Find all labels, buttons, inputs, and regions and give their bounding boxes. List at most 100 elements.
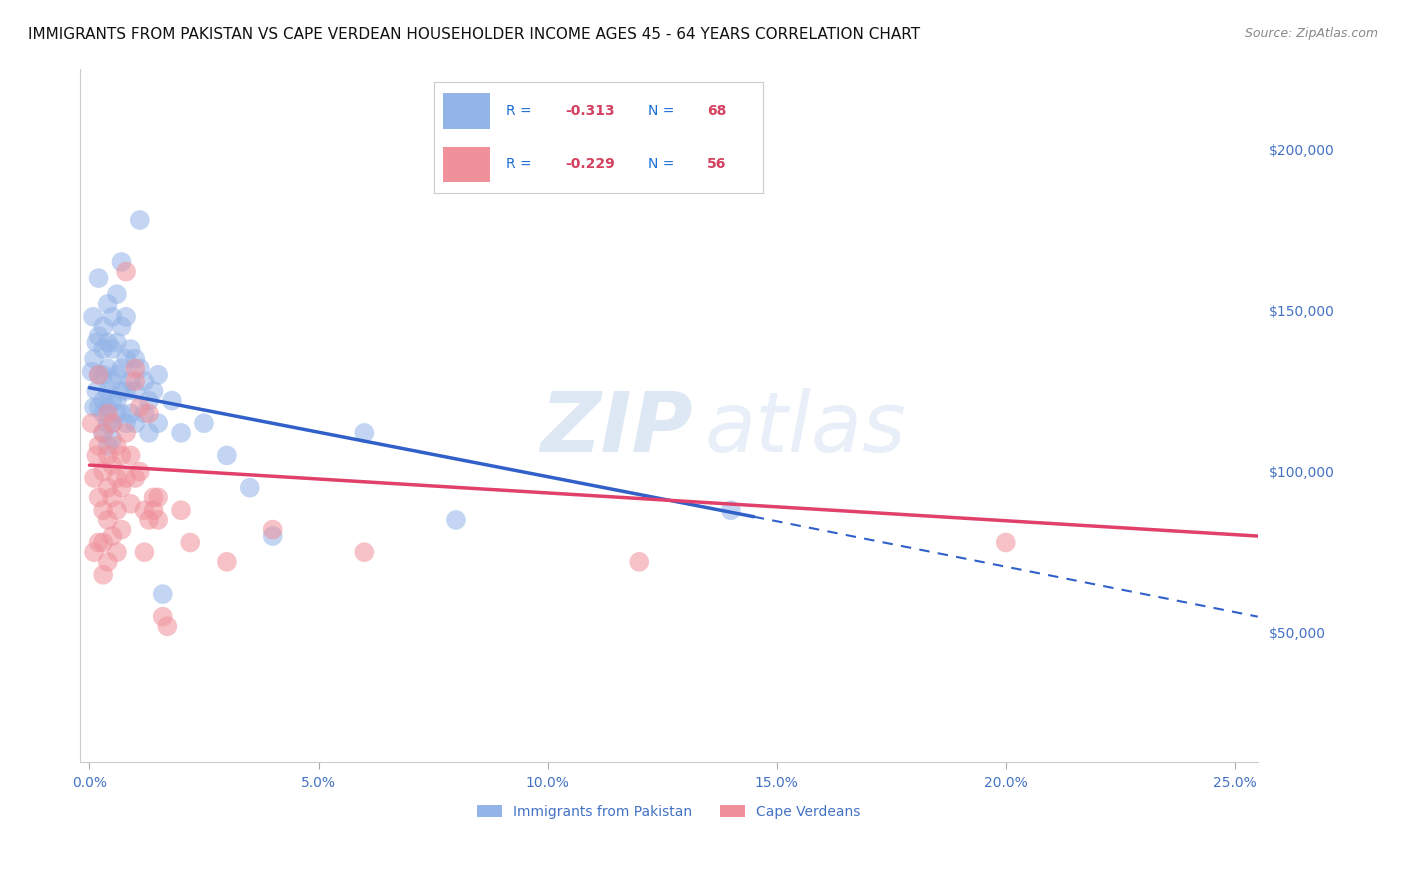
Point [87, 535, 110, 549]
Point [87, 400, 110, 414]
Point [105, 439, 128, 453]
Point [444, 513, 467, 527]
Point [146, 368, 169, 382]
Point [105, 368, 128, 382]
Point [142, 384, 165, 398]
Point [215, 555, 238, 569]
Point [87, 271, 110, 285]
Point [110, 407, 132, 421]
Point [97, 361, 120, 376]
Point [128, 465, 150, 479]
Point [83, 400, 105, 414]
Point [101, 458, 124, 472]
Point [84, 449, 107, 463]
Point [179, 535, 201, 549]
Point [105, 407, 128, 421]
Point [91, 368, 114, 382]
Point [101, 416, 124, 430]
Point [83, 545, 105, 559]
Point [97, 555, 120, 569]
Point [97, 416, 120, 430]
Point [152, 609, 174, 624]
Point [120, 449, 142, 463]
Point [83, 351, 105, 366]
Point [91, 465, 114, 479]
Text: IMMIGRANTS FROM PAKISTAN VS CAPE VERDEAN HOUSEHOLDER INCOME AGES 45 - 64 YEARS C: IMMIGRANTS FROM PAKISTAN VS CAPE VERDEAN… [28, 27, 921, 42]
Point [115, 471, 138, 485]
Point [115, 416, 138, 430]
Point [110, 481, 132, 495]
Point [124, 361, 146, 376]
Point [138, 425, 160, 440]
Point [101, 374, 124, 388]
Point [152, 587, 174, 601]
Point [97, 297, 120, 311]
Point [105, 287, 128, 301]
Point [101, 491, 124, 505]
Point [138, 393, 160, 408]
Point [97, 449, 120, 463]
Point [115, 384, 138, 398]
Point [134, 545, 156, 559]
Point [353, 425, 375, 440]
Point [105, 545, 128, 559]
Point [994, 535, 1017, 549]
Point [80, 416, 103, 430]
Point [170, 503, 193, 517]
Point [124, 374, 146, 388]
Point [146, 491, 169, 505]
Point [97, 481, 120, 495]
Point [91, 425, 114, 440]
Point [105, 471, 128, 485]
Point [97, 513, 120, 527]
Point [262, 529, 284, 543]
Point [91, 503, 114, 517]
Point [101, 416, 124, 430]
Point [84, 384, 107, 398]
Point [120, 342, 142, 356]
Point [160, 393, 183, 408]
Point [110, 384, 132, 398]
Point [193, 416, 215, 430]
Point [97, 335, 120, 350]
Point [128, 361, 150, 376]
Point [105, 393, 128, 408]
Point [91, 393, 114, 408]
Point [120, 374, 142, 388]
Point [87, 368, 110, 382]
Point [97, 439, 120, 453]
Point [115, 425, 138, 440]
Point [720, 503, 742, 517]
Point [87, 368, 110, 382]
Point [91, 407, 114, 421]
Point [146, 416, 169, 430]
Point [110, 449, 132, 463]
Point [115, 310, 138, 324]
Point [134, 407, 156, 421]
Point [353, 545, 375, 559]
Point [239, 481, 262, 495]
Point [87, 439, 110, 453]
Point [91, 319, 114, 334]
Point [124, 471, 146, 485]
Point [91, 567, 114, 582]
Point [128, 213, 150, 227]
Point [101, 433, 124, 447]
Point [97, 400, 120, 414]
Point [142, 491, 165, 505]
Point [142, 503, 165, 517]
Point [101, 393, 124, 408]
Point [115, 351, 138, 366]
Point [87, 329, 110, 343]
Point [101, 529, 124, 543]
Point [83, 471, 105, 485]
Point [134, 503, 156, 517]
Point [105, 503, 128, 517]
Point [101, 310, 124, 324]
Point [91, 535, 114, 549]
Text: Source: ZipAtlas.com: Source: ZipAtlas.com [1244, 27, 1378, 40]
Point [110, 255, 132, 269]
Point [82, 310, 104, 324]
Point [105, 335, 128, 350]
Point [215, 449, 238, 463]
